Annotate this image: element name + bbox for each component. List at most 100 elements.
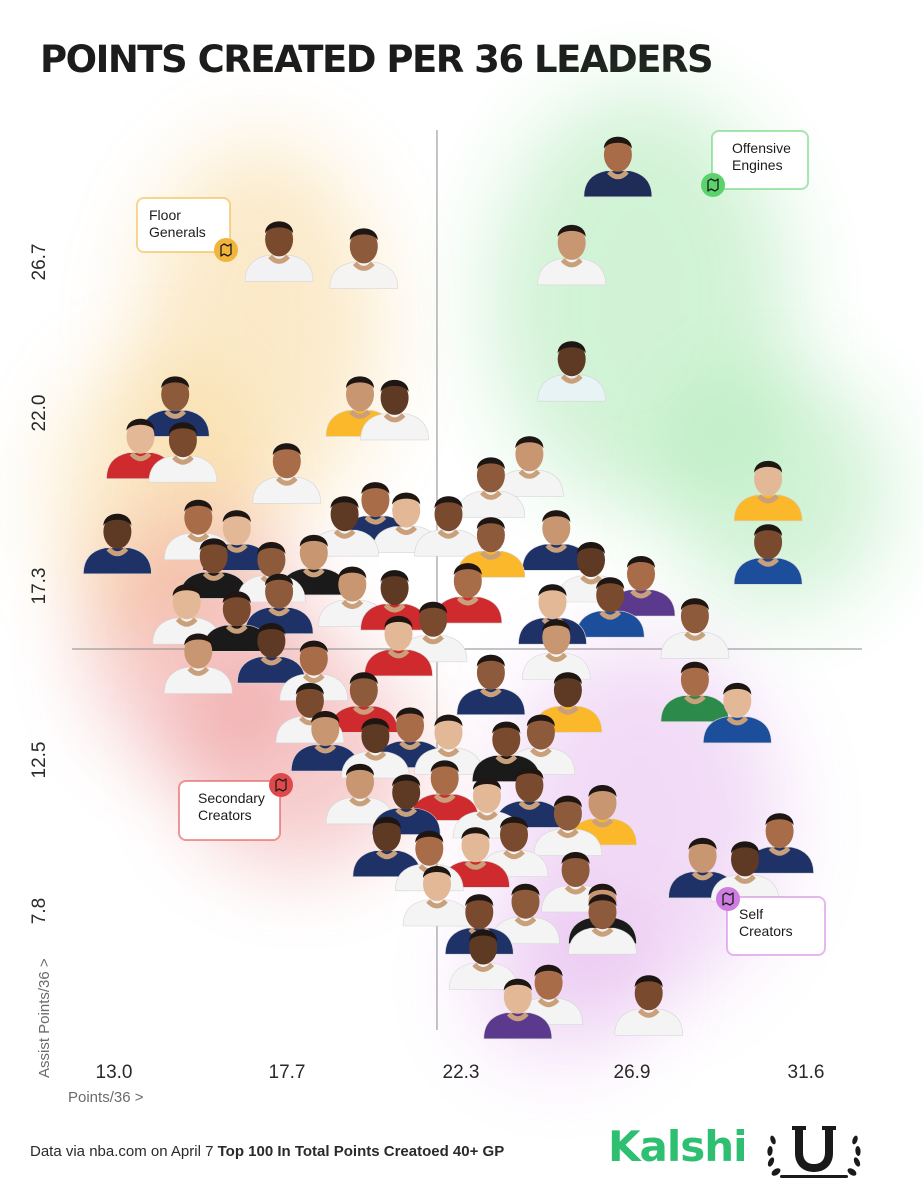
player-neck: [591, 818, 614, 828]
player-hair: [515, 436, 544, 449]
player-hair: [465, 894, 494, 907]
player-head: [476, 518, 505, 553]
player-points: [83, 136, 814, 1040]
laurel-u-emblem-icon: [767, 1126, 861, 1178]
player-head: [476, 655, 505, 690]
player-jersey: [614, 1008, 684, 1036]
player-hair: [384, 615, 413, 628]
player-point[interactable]: [202, 591, 272, 652]
player-hair: [476, 517, 505, 530]
player-head: [346, 764, 374, 799]
player-hair: [557, 224, 586, 237]
player-point[interactable]: [745, 813, 814, 874]
player-point[interactable]: [702, 682, 772, 744]
quadrant-callouts: FloorGeneralsOffensiveEnginesSecondaryCr…: [136, 130, 826, 956]
player-hair: [453, 563, 482, 576]
player-head: [526, 715, 555, 750]
player-neck: [202, 571, 225, 581]
player-neck: [480, 550, 502, 560]
player-point[interactable]: [614, 975, 684, 1036]
quadrant-callout-box: [726, 896, 826, 956]
footer-source-text: Data via nba.com on April 7: [30, 1143, 218, 1160]
player-point[interactable]: [433, 563, 503, 624]
player-point[interactable]: [537, 341, 607, 402]
player-head: [168, 423, 197, 458]
player-neck: [225, 624, 248, 634]
player-neck: [225, 543, 248, 553]
player-head: [754, 525, 783, 560]
player-neck: [506, 1012, 529, 1022]
player-head: [184, 634, 213, 669]
player-point[interactable]: [660, 598, 730, 659]
player-point[interactable]: [583, 136, 653, 198]
player-hair: [257, 542, 286, 554]
player-jersey: [237, 656, 306, 684]
player-neck: [684, 694, 706, 705]
player-point[interactable]: [514, 964, 583, 1026]
player-neck: [268, 254, 290, 264]
player-head: [338, 567, 367, 602]
player-point[interactable]: [290, 711, 360, 772]
player-head: [103, 514, 132, 549]
player-jersey: [163, 667, 233, 694]
player-hair: [222, 510, 251, 523]
player-point[interactable]: [568, 785, 637, 846]
player-hair: [553, 672, 582, 685]
player-hair: [103, 513, 132, 526]
player-head: [380, 380, 409, 415]
player-point[interactable]: [456, 654, 526, 716]
player-hair: [272, 443, 301, 456]
player-point[interactable]: [533, 795, 603, 856]
player-point[interactable]: [237, 623, 306, 684]
player-point[interactable]: [521, 510, 591, 571]
player-point[interactable]: [483, 978, 553, 1040]
player-point[interactable]: [360, 379, 429, 441]
player-point[interactable]: [733, 524, 803, 585]
player-point[interactable]: [252, 443, 322, 504]
player-hair: [561, 852, 590, 864]
quadrant-callout-box: [178, 780, 281, 841]
player-point[interactable]: [148, 422, 218, 483]
player-neck: [172, 455, 194, 465]
player-point[interactable]: [575, 577, 645, 638]
kalshi-logo: Kalshi: [608, 1122, 748, 1171]
player-point[interactable]: [279, 534, 349, 596]
player-point[interactable]: [660, 661, 730, 723]
player-hair: [500, 816, 528, 829]
player-hair: [361, 718, 390, 731]
player-point[interactable]: [244, 221, 314, 282]
player-hair: [634, 975, 663, 988]
player-point[interactable]: [537, 224, 607, 286]
player-jersey: [533, 829, 603, 856]
player-point[interactable]: [106, 418, 175, 480]
player-head: [430, 761, 459, 796]
player-point[interactable]: [83, 513, 152, 575]
player-neck: [564, 885, 587, 895]
player-jersey: [660, 631, 730, 659]
player-hair: [430, 760, 459, 773]
player-neck: [557, 705, 579, 715]
player-point[interactable]: [448, 929, 518, 990]
player-point[interactable]: [733, 460, 803, 522]
player-point[interactable]: [521, 619, 591, 680]
player-point[interactable]: [364, 615, 433, 677]
player-point[interactable]: [414, 496, 483, 557]
player-head: [634, 976, 663, 1011]
player-point[interactable]: [491, 883, 560, 945]
player-hair: [603, 136, 632, 149]
player-head: [311, 712, 340, 746]
player-point[interactable]: [329, 228, 399, 289]
player-hair: [349, 228, 378, 241]
player-point[interactable]: [456, 457, 526, 518]
player-point[interactable]: [163, 633, 233, 694]
player-neck: [268, 606, 290, 617]
player-hair: [538, 584, 567, 597]
player-point[interactable]: [402, 866, 472, 927]
player-jersey: [537, 374, 607, 402]
player-head: [515, 437, 544, 472]
player-hair: [419, 601, 448, 614]
player-neck: [275, 476, 298, 486]
player-point[interactable]: [568, 894, 637, 955]
player-point[interactable]: [310, 496, 379, 557]
